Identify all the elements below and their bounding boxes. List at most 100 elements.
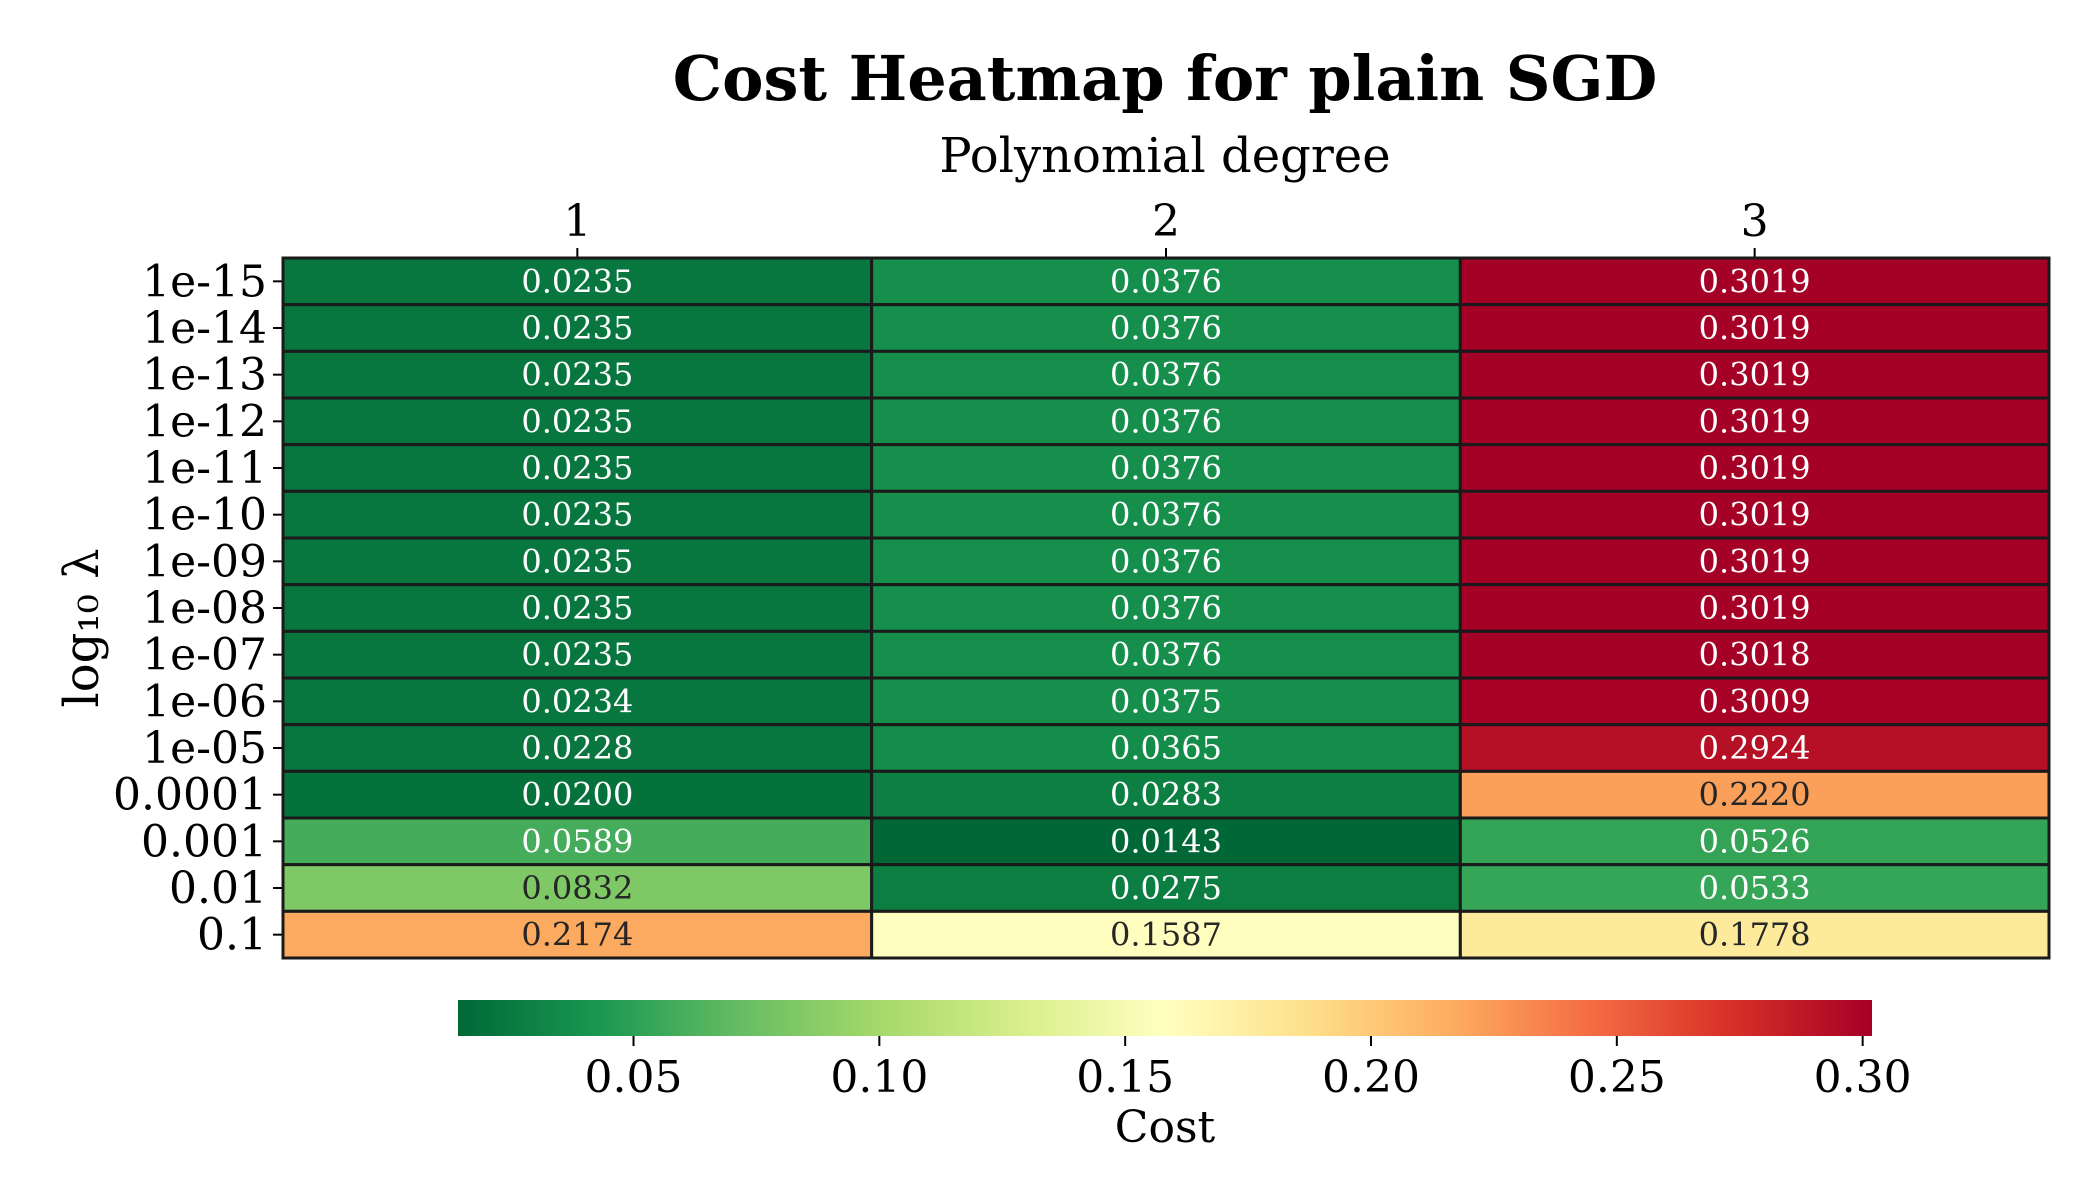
y-tick-label: 1e-11 bbox=[142, 443, 267, 494]
y-tick-label: 1e-15 bbox=[142, 256, 267, 307]
cell-value-label: 0.0533 bbox=[1699, 869, 1811, 907]
y-tick-label: 1e-10 bbox=[142, 490, 267, 541]
cell-value-label: 0.0234 bbox=[521, 682, 633, 720]
cell-value-label: 0.0376 bbox=[1110, 262, 1222, 300]
y-tick-label: 1e-12 bbox=[142, 396, 267, 447]
cell-value-label: 0.0235 bbox=[521, 402, 633, 440]
y-tick-label: 1e-09 bbox=[142, 536, 267, 587]
y-axis-ticks: 1e-151e-141e-131e-121e-111e-101e-091e-08… bbox=[113, 256, 283, 961]
chart-title: Cost Heatmap for plain SGD bbox=[673, 42, 1657, 115]
colorbar-gradient bbox=[458, 1000, 1872, 1036]
cell-value-label: 0.3009 bbox=[1699, 682, 1811, 720]
cell-value-label: 0.0832 bbox=[521, 869, 633, 907]
heatmap-cell bbox=[1458, 816, 2051, 867]
cell-value-label: 0.0235 bbox=[521, 496, 633, 534]
heatmap-cells: 0.0235 0.0376 0.3019 0.0235 0.0376 0.3019 0.02… bbox=[281, 256, 2051, 960]
y-tick-label: 1e-13 bbox=[142, 350, 267, 401]
heatmap-cell bbox=[870, 816, 1462, 867]
colorbar-tick-label: 0.20 bbox=[1322, 1052, 1420, 1103]
cell-value-label: 0.0376 bbox=[1110, 542, 1222, 580]
cell-value-label: 0.2220 bbox=[1699, 776, 1811, 814]
heatmap-cell bbox=[281, 536, 874, 587]
cell-value-label: 0.0365 bbox=[1110, 729, 1222, 767]
cell-value-label: 0.3018 bbox=[1699, 636, 1811, 674]
y-tick-label: 1e-07 bbox=[142, 630, 267, 681]
cell-value-label: 0.0375 bbox=[1110, 682, 1222, 720]
heatmap-cell bbox=[870, 909, 1462, 960]
cell-value-label: 0.0143 bbox=[1110, 822, 1222, 860]
y-tick-label: 0.01 bbox=[169, 863, 267, 914]
colorbar-label: Cost bbox=[1115, 1102, 1216, 1153]
heatmap-cell bbox=[870, 489, 1462, 540]
x-axis-ticks: 1 2 3 bbox=[563, 196, 1769, 258]
heatmap-cell bbox=[281, 303, 874, 353]
cell-value-label: 0.0376 bbox=[1110, 589, 1222, 627]
x-tick-label: 3 bbox=[1741, 196, 1769, 247]
heatmap-cell bbox=[870, 583, 1462, 633]
heatmap-cell bbox=[281, 489, 874, 540]
cell-value-label: 0.0376 bbox=[1110, 496, 1222, 534]
cell-value-label: 0.3019 bbox=[1699, 449, 1811, 487]
colorbar-tick-label: 0.25 bbox=[1568, 1052, 1666, 1103]
cell-value-label: 0.0235 bbox=[521, 636, 633, 674]
cell-value-label: 0.0228 bbox=[521, 729, 633, 767]
cell-value-label: 0.3019 bbox=[1699, 496, 1811, 534]
y-tick-label: 0.0001 bbox=[113, 770, 267, 821]
colorbar-tick-label: 0.30 bbox=[1814, 1052, 1912, 1103]
cell-value-label: 0.3019 bbox=[1699, 262, 1811, 300]
cell-value-label: 0.0200 bbox=[521, 776, 633, 814]
cell-value-label: 0.0526 bbox=[1699, 822, 1811, 860]
heatmap-cell bbox=[1458, 349, 2051, 400]
colorbar-tick-label: 0.15 bbox=[1076, 1052, 1174, 1103]
heatmap-cell bbox=[870, 349, 1462, 400]
heatmap-cell bbox=[870, 769, 1462, 820]
cell-value-label: 0.2174 bbox=[521, 916, 633, 954]
cell-value-label: 0.0235 bbox=[521, 589, 633, 627]
colorbar-tick-label: 0.10 bbox=[830, 1052, 928, 1103]
y-tick-label: 1e-08 bbox=[142, 583, 267, 634]
cell-value-label: 0.0235 bbox=[521, 309, 633, 347]
cell-value-label: 0.3019 bbox=[1699, 542, 1811, 580]
cell-value-label: 0.1778 bbox=[1699, 916, 1811, 954]
cell-value-label: 0.3019 bbox=[1699, 589, 1811, 627]
cell-value-label: 0.0235 bbox=[521, 542, 633, 580]
cell-value-label: 0.0589 bbox=[521, 822, 633, 860]
heatmap-cell bbox=[1458, 629, 2051, 680]
heatmap-cell bbox=[281, 396, 874, 447]
cell-value-label: 0.0376 bbox=[1110, 636, 1222, 674]
heatmap-cell bbox=[1458, 396, 2051, 447]
y-tick-label: 1e-05 bbox=[142, 723, 267, 774]
heatmap-cell bbox=[870, 256, 1462, 307]
cell-value-label: 0.3019 bbox=[1699, 356, 1811, 394]
cell-value-label: 0.0376 bbox=[1110, 449, 1222, 487]
x-tick-label: 2 bbox=[1152, 196, 1180, 247]
heatmap-cell bbox=[1458, 256, 2051, 307]
y-tick-label: 1e-06 bbox=[142, 676, 267, 727]
cell-value-label: 0.0235 bbox=[521, 262, 633, 300]
cell-value-label: 0.0376 bbox=[1110, 402, 1222, 440]
cell-value-label: 0.0235 bbox=[521, 356, 633, 394]
cell-value-label: 0.0376 bbox=[1110, 309, 1222, 347]
heatmap-cell bbox=[1458, 489, 2051, 540]
y-tick-label: 0.1 bbox=[197, 910, 267, 961]
y-tick-label: 0.001 bbox=[141, 816, 267, 867]
cell-value-label: 0.3019 bbox=[1699, 309, 1811, 347]
cell-value-label: 0.0283 bbox=[1110, 776, 1222, 814]
heatmap-cell bbox=[1458, 303, 2051, 353]
heatmap-cell bbox=[870, 629, 1462, 680]
cell-value-label: 0.0275 bbox=[1110, 869, 1222, 907]
heatmap-cell bbox=[281, 583, 874, 633]
heatmap-cell bbox=[1458, 443, 2051, 493]
cell-value-label: 0.1587 bbox=[1110, 916, 1222, 954]
heatmap-cell bbox=[1458, 583, 2051, 633]
y-tick-label: 1e-14 bbox=[142, 303, 267, 354]
cell-value-label: 0.2924 bbox=[1699, 729, 1811, 767]
y-axis-label: log₁₀ λ bbox=[54, 548, 110, 707]
colorbar: 0.05 0.10 0.15 0.20 0.25 0.30 Cost bbox=[458, 1000, 1912, 1153]
heatmap-cell bbox=[1458, 769, 2051, 820]
colorbar-tick-label: 0.05 bbox=[585, 1052, 683, 1103]
heatmap-cell bbox=[281, 629, 874, 680]
heatmap-cell bbox=[1458, 909, 2051, 960]
cell-value-label: 0.3019 bbox=[1699, 402, 1811, 440]
